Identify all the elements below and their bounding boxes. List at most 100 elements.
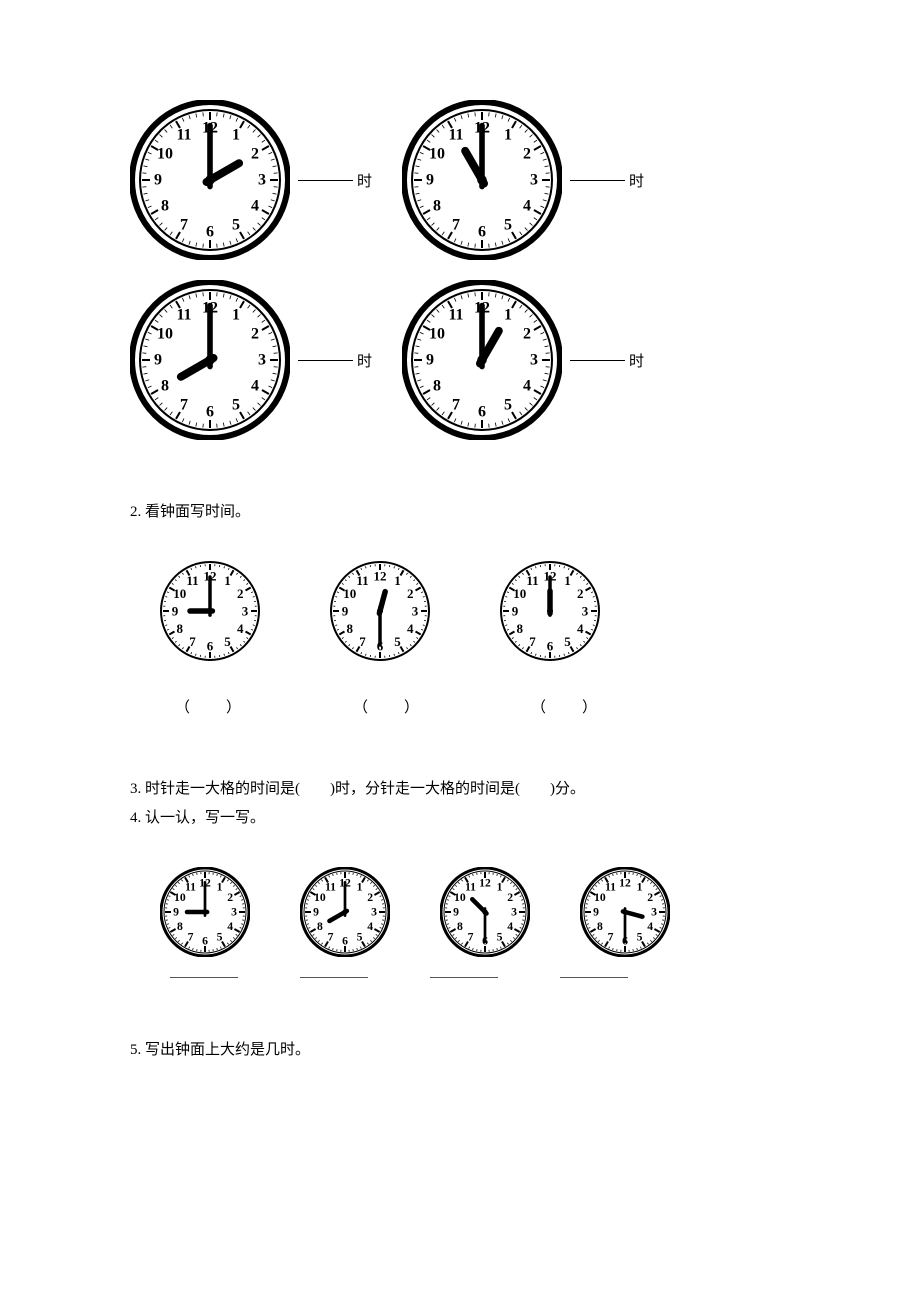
answer-paren-1: （ ）: [175, 696, 243, 717]
svg-text:2: 2: [367, 891, 373, 904]
svg-text:2: 2: [237, 586, 244, 601]
svg-text:5: 5: [504, 217, 512, 234]
svg-text:4: 4: [577, 621, 584, 636]
svg-text:7: 7: [188, 931, 194, 944]
svg-text:1: 1: [217, 880, 223, 893]
clock-1: 121234567891011: [130, 100, 290, 260]
svg-text:3: 3: [231, 906, 237, 919]
svg-text:10: 10: [429, 326, 445, 343]
clock-s2-3: 121234567891011: [500, 561, 600, 661]
clock-pair-3: 121234567891011 时: [130, 280, 372, 440]
svg-text:6: 6: [206, 404, 214, 421]
svg-text:4: 4: [523, 378, 531, 395]
svg-text:11: 11: [185, 880, 196, 893]
svg-text:6: 6: [547, 639, 554, 654]
svg-text:10: 10: [343, 586, 356, 601]
svg-text:5: 5: [217, 931, 223, 944]
clock-s2-1: 121234567891011: [160, 561, 260, 661]
svg-text:10: 10: [513, 586, 526, 601]
svg-text:11: 11: [526, 573, 538, 588]
svg-text:1: 1: [504, 306, 512, 323]
svg-text:6: 6: [206, 224, 214, 241]
svg-text:3: 3: [511, 906, 517, 919]
question-3-text: 3. 时针走一大格的时间是( )时，分针走一大格的时间是( )分。: [130, 777, 790, 798]
svg-text:1: 1: [564, 573, 571, 588]
clock-s4-4: 121234567891011: [580, 867, 670, 957]
svg-text:2: 2: [407, 586, 414, 601]
svg-text:11: 11: [448, 126, 463, 143]
section-2-clocks: 121234567891011 121234567891011 12123456…: [160, 561, 790, 661]
svg-text:1: 1: [497, 880, 503, 893]
clock-s4-2: 121234567891011: [300, 867, 390, 957]
svg-text:2: 2: [507, 891, 513, 904]
svg-text:10: 10: [157, 146, 173, 163]
answer-line-2: [300, 965, 368, 978]
section-4-clocks: 121234567891011 121234567891011 12123456…: [160, 867, 790, 957]
svg-text:9: 9: [342, 604, 349, 619]
clock-pair-2: 121234567891011 时: [402, 100, 644, 260]
hour-label: 时: [629, 350, 644, 371]
question-4-text: 4. 认一认，写一写。: [130, 806, 790, 827]
svg-text:11: 11: [605, 880, 616, 893]
svg-text:2: 2: [251, 146, 259, 163]
svg-text:6: 6: [478, 404, 486, 421]
worksheet-page: 121234567891011 时 121234567891011 时 1212…: [0, 0, 920, 1159]
svg-text:4: 4: [251, 198, 259, 215]
svg-text:4: 4: [523, 198, 531, 215]
svg-text:6: 6: [202, 935, 208, 948]
svg-text:10: 10: [173, 586, 186, 601]
svg-text:8: 8: [433, 378, 441, 395]
svg-text:11: 11: [176, 306, 191, 323]
svg-text:11: 11: [176, 126, 191, 143]
svg-text:3: 3: [530, 352, 538, 369]
answer-blank-3: [298, 360, 353, 361]
svg-text:6: 6: [342, 935, 348, 948]
svg-text:2: 2: [523, 146, 531, 163]
svg-text:12: 12: [619, 877, 631, 890]
svg-text:3: 3: [371, 906, 377, 919]
svg-text:5: 5: [497, 931, 503, 944]
svg-text:1: 1: [232, 126, 240, 143]
clock-2: 121234567891011: [402, 100, 562, 260]
svg-text:7: 7: [608, 931, 614, 944]
svg-text:5: 5: [504, 397, 512, 414]
svg-text:2: 2: [251, 326, 259, 343]
svg-text:1: 1: [637, 880, 643, 893]
svg-text:4: 4: [507, 920, 513, 933]
clock-4: 121234567891011: [402, 280, 562, 440]
svg-text:10: 10: [157, 326, 173, 343]
svg-text:7: 7: [180, 397, 188, 414]
svg-text:9: 9: [426, 352, 434, 369]
svg-text:7: 7: [452, 217, 460, 234]
svg-text:5: 5: [394, 634, 401, 649]
svg-text:8: 8: [433, 198, 441, 215]
svg-text:3: 3: [258, 172, 266, 189]
svg-text:1: 1: [394, 573, 401, 588]
svg-text:2: 2: [577, 586, 584, 601]
svg-text:9: 9: [453, 906, 459, 919]
svg-text:11: 11: [448, 306, 463, 323]
answer-line-1: [170, 965, 238, 978]
svg-text:7: 7: [529, 634, 536, 649]
hour-label: 时: [357, 350, 372, 371]
svg-text:4: 4: [367, 920, 373, 933]
svg-text:9: 9: [426, 172, 434, 189]
svg-text:12: 12: [374, 569, 387, 584]
svg-text:6: 6: [478, 224, 486, 241]
svg-text:3: 3: [530, 172, 538, 189]
svg-text:8: 8: [176, 621, 183, 636]
svg-text:10: 10: [429, 146, 445, 163]
clock-s2-2: 121234567891011: [330, 561, 430, 661]
svg-text:6: 6: [207, 639, 214, 654]
svg-text:1: 1: [357, 880, 363, 893]
svg-text:11: 11: [186, 573, 198, 588]
svg-text:3: 3: [242, 604, 249, 619]
question-5-text: 5. 写出钟面上大约是几时。: [130, 1038, 790, 1059]
svg-text:5: 5: [232, 397, 240, 414]
svg-text:5: 5: [564, 634, 571, 649]
svg-text:1: 1: [504, 126, 512, 143]
svg-text:2: 2: [227, 891, 233, 904]
svg-text:8: 8: [597, 920, 603, 933]
svg-text:7: 7: [328, 931, 334, 944]
hour-label: 时: [629, 170, 644, 191]
